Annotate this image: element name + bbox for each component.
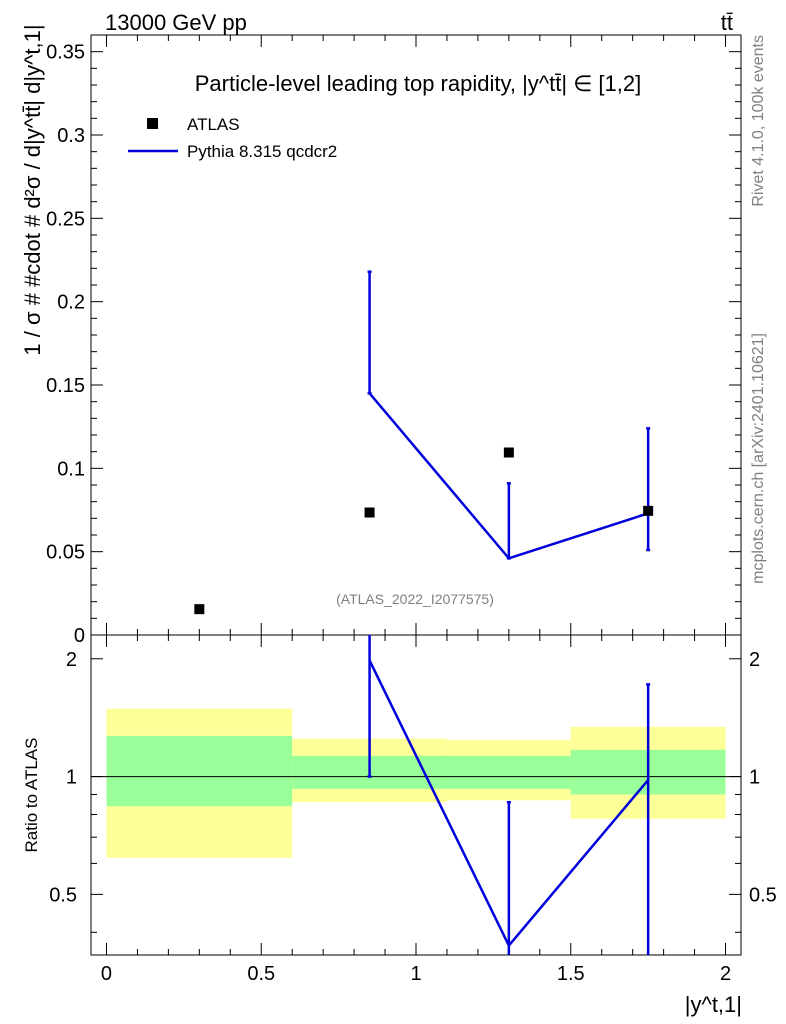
x-tick-label: 2: [720, 963, 731, 985]
ratio-series-layer: [367, 635, 651, 955]
mcplots-label: mcplots.cern.ch [arXiv:2401.10621]: [750, 333, 767, 584]
x-tick-label: 0: [101, 963, 112, 985]
main-ytick-label: 0.05: [46, 542, 85, 564]
tick-labels: 0 0.05 0.1 0.15 0.2 0.25 0.3 0.35 0 0.5 1 1.5 2 0.5 0.…: [46, 42, 777, 985]
main-ytick-label: 0.1: [57, 458, 85, 480]
rivet-version-label: Rivet 4.1.0, 100k events: [750, 35, 767, 207]
chart-title: Particle-level leading top rapidity, |y^…: [195, 71, 642, 96]
ratio-ytick-label-left: 0.5: [49, 884, 77, 906]
legend-atlas-label: ATLAS: [187, 115, 240, 134]
main-ytick-label: 0: [74, 625, 85, 647]
main-ytick-label: 0.2: [57, 292, 85, 314]
main-series-layer: [194, 270, 654, 615]
atlas-data-point: [643, 505, 654, 516]
atlas-data-point: [194, 604, 205, 615]
ratio-ytick-label-right: 2: [749, 649, 760, 671]
band-inner-2: [446, 755, 571, 789]
ratio-ytick-label-left: 2: [66, 649, 77, 671]
legend: ATLAS Pythia 8.315 qcdcr2: [128, 115, 337, 161]
legend-atlas-marker: [147, 118, 158, 129]
ratio-y-axis-label: Ratio to ATLAS: [22, 738, 41, 853]
ratio-ytick-label-right: 1: [749, 767, 760, 789]
process-label: tt̄: [721, 10, 733, 35]
main-y-axis-label: 1 / σ # #cdot # d²σ / d|y^tt̄| d|y^t,1|: [20, 24, 45, 355]
ratio-ytick-label-right: 0.5: [749, 884, 777, 906]
axis-ticks: [91, 35, 741, 955]
analysis-watermark: (ATLAS_2022_I2077575): [336, 591, 494, 607]
x-axis-label: |y^t,1|: [685, 992, 742, 1017]
main-ytick-label: 0.3: [57, 125, 85, 147]
main-ytick-label: 0.25: [46, 208, 85, 230]
atlas-data-point: [503, 447, 514, 458]
x-tick-label: 1: [410, 963, 421, 985]
main-ytick-label: 0.35: [46, 42, 85, 64]
x-tick-label: 0.5: [247, 963, 275, 985]
legend-pythia-label: Pythia 8.315 qcdcr2: [187, 142, 337, 161]
ratio-ytick-label-left: 1: [66, 767, 77, 789]
atlas-data-point: [364, 507, 375, 518]
x-tick-label: 1.5: [557, 963, 585, 985]
energy-label: 13000 GeV pp: [105, 10, 247, 35]
main-ytick-label: 0.15: [46, 375, 85, 397]
ratio-uncertainty-bands: [106, 708, 726, 858]
band-inner-0: [106, 735, 293, 807]
